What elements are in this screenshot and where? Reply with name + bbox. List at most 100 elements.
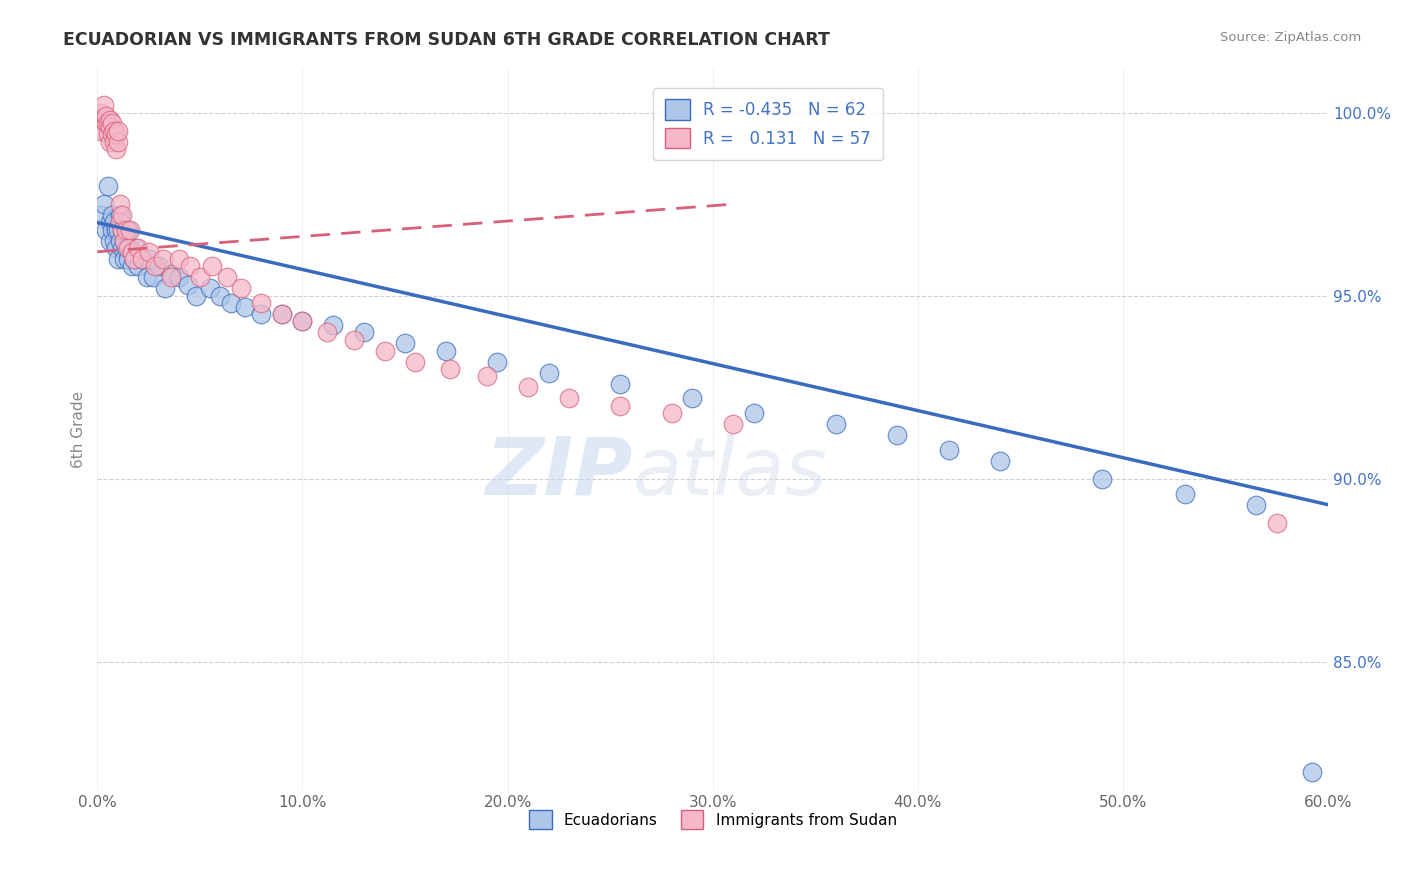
Point [229,281,252,295]
Text: ZIP: ZIP [485,434,633,512]
Point [176,277,198,292]
Point [188,270,211,285]
Y-axis label: 6th Grade: 6th Grade [72,391,86,468]
Point [373,343,395,358]
Point [103,234,125,248]
Point [215,270,238,285]
Point [97,128,120,142]
Point [184,289,207,303]
Point [107,124,129,138]
Text: ECUADORIAN VS IMMIGRANTS FROM SUDAN 6TH GRADE CORRELATION CHART: ECUADORIAN VS IMMIGRANTS FROM SUDAN 6TH … [63,31,830,49]
Point [127,260,149,274]
Point [160,267,183,281]
Point [661,406,683,420]
Point [112,252,135,266]
Point [125,241,148,255]
Point [127,241,149,255]
Point [111,223,134,237]
Point [108,197,131,211]
Point [1173,486,1195,500]
Point [160,270,183,285]
Point [124,252,146,266]
Point [107,252,129,266]
Point [138,252,160,266]
Point [94,116,117,130]
Point [97,178,120,193]
Point [517,380,540,394]
Point [117,241,139,255]
Point [322,318,344,332]
Point [90,105,112,120]
Point [94,109,117,123]
Point [824,417,846,431]
Point [94,223,117,237]
Point [439,362,461,376]
Point [89,112,111,127]
Point [90,208,112,222]
Point [98,234,121,248]
Point [112,234,135,248]
Point [100,116,122,130]
Point [271,307,294,321]
Point [104,128,127,142]
Point [169,252,191,266]
Point [938,442,960,457]
Point [148,260,170,274]
Point [124,252,146,266]
Point [107,135,129,149]
Point [988,453,1011,467]
Point [97,116,120,130]
Legend: Ecuadorians, Immigrants from Sudan: Ecuadorians, Immigrants from Sudan [523,804,903,835]
Point [98,135,121,149]
Point [104,142,127,156]
Point [111,223,134,237]
Point [108,215,131,229]
Point [111,241,134,255]
Point [90,124,112,138]
Point [1265,516,1288,530]
Point [104,223,127,237]
Point [98,112,121,127]
Point [198,281,221,295]
Point [558,392,581,406]
Text: Source: ZipAtlas.com: Source: ZipAtlas.com [1220,31,1361,45]
Point [291,314,314,328]
Point [121,260,143,274]
Point [475,369,498,384]
Point [271,307,294,321]
Point [120,241,142,255]
Point [250,296,273,310]
Point [219,296,242,310]
Point [117,252,139,266]
Point [108,234,131,248]
Text: atlas: atlas [633,434,828,512]
Point [201,260,224,274]
Point [233,300,256,314]
Point [404,355,426,369]
Point [135,270,157,285]
Point [93,98,115,112]
Point [209,289,232,303]
Point [486,355,509,369]
Point [131,252,153,266]
Point [108,208,131,222]
Point [98,120,121,135]
Point [742,406,765,420]
Point [143,260,166,274]
Point [121,244,143,259]
Point [120,223,142,237]
Point [250,307,273,321]
Point [343,333,366,347]
Point [609,399,631,413]
Point [609,376,631,391]
Point [723,417,745,431]
Point [1091,472,1114,486]
Point [104,241,127,255]
Point [169,270,191,285]
Point [152,252,174,266]
Point [115,241,138,255]
Point [153,281,176,295]
Point [394,336,416,351]
Point [179,260,201,274]
Point [142,270,165,285]
